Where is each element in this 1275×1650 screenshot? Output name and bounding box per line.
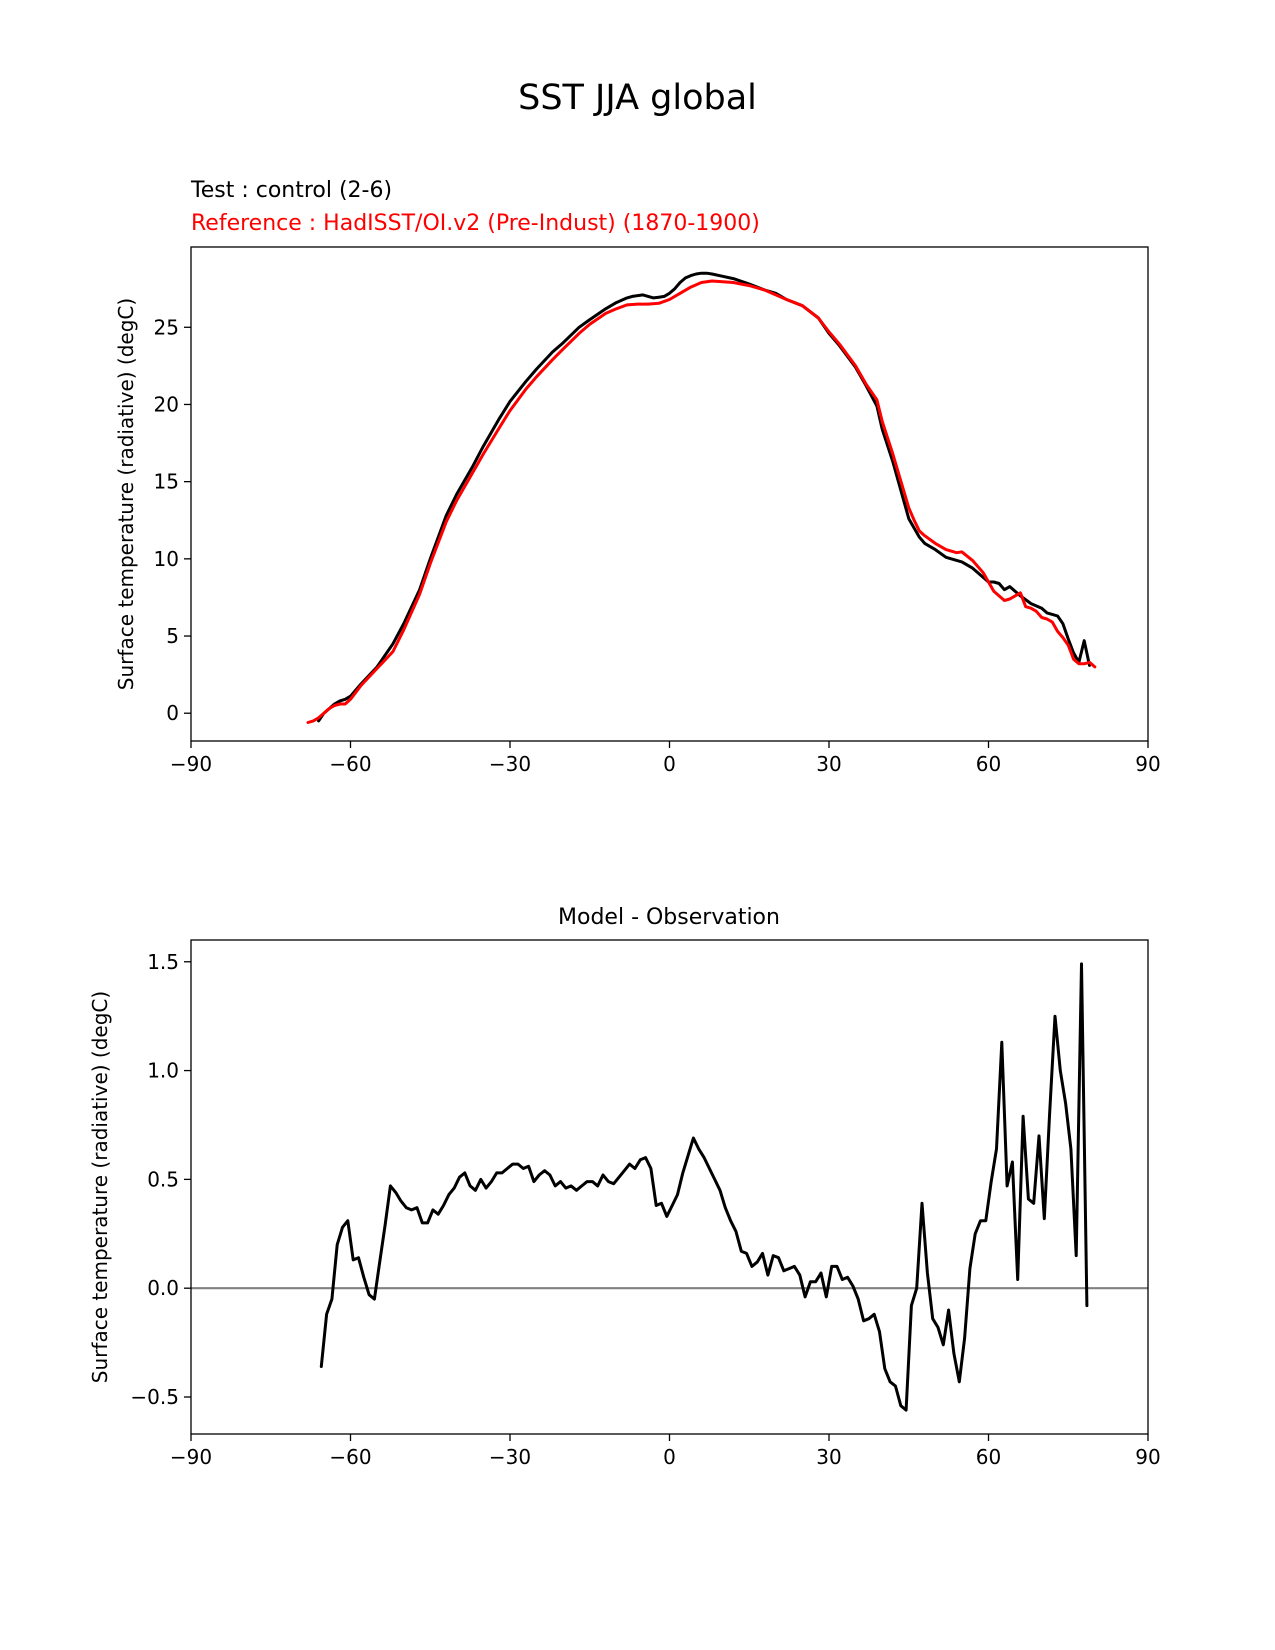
x-tick-label: 30 <box>816 1445 841 1469</box>
y-tick-label: −0.5 <box>130 1385 179 1409</box>
x-tick-label: 0 <box>663 1445 676 1469</box>
y-tick-label: 5 <box>166 624 179 648</box>
x-tick-label: −60 <box>329 752 371 776</box>
difference-plot-title: Model - Observation <box>558 905 780 930</box>
y-tick-label: 0.0 <box>147 1276 179 1300</box>
series-line-reference <box>306 279 1097 724</box>
x-tick-label: 60 <box>976 1445 1001 1469</box>
series-line-difference <box>319 962 1089 1412</box>
x-tick-label: −60 <box>329 1445 371 1469</box>
series-line-test <box>317 271 1091 723</box>
difference-plot: −90 −60 −30 0 30 60 90 −0.5 0.0 0.5 1.0 1.5 Surface … <box>88 939 1161 1469</box>
y-tick-label: 1.0 <box>147 1059 179 1083</box>
x-tick-label: −30 <box>489 1445 531 1469</box>
x-tick-label: 30 <box>816 752 841 776</box>
y-tick-label: 0 <box>166 701 179 725</box>
figure-title: SST JJA global <box>518 78 757 118</box>
y-tick-label: 20 <box>154 392 179 416</box>
axes-frame <box>190 246 1149 742</box>
x-tick-label: 60 <box>976 752 1001 776</box>
x-tick-label: 90 <box>1135 1445 1160 1469</box>
y-tick-label: 10 <box>154 547 179 571</box>
x-tick-label: −30 <box>489 752 531 776</box>
x-tick-label: 90 <box>1135 752 1160 776</box>
climatology-plot: −90 −60 −30 0 30 60 90 0 5 10 15 20 25 Surface temper… <box>114 246 1161 776</box>
test-subtitle: Test : control (2-6) <box>190 178 392 203</box>
y-tick-label: 1.5 <box>147 950 179 974</box>
reference-subtitle: Reference : HadISST/OI.v2 (Pre-Indust) (… <box>191 211 760 236</box>
x-tick-label: −90 <box>170 1445 212 1469</box>
y-axis-label: Surface temperature (radiative) (degC) <box>114 298 138 690</box>
y-tick-label: 0.5 <box>147 1167 179 1191</box>
x-tick-label: 0 <box>663 752 676 776</box>
y-axis-label: Surface temperature (radiative) (degC) <box>88 991 112 1383</box>
y-tick-label: 15 <box>154 470 179 494</box>
axes-frame <box>190 939 1149 1435</box>
y-tick-label: 25 <box>154 315 179 339</box>
x-tick-label: −90 <box>170 752 212 776</box>
